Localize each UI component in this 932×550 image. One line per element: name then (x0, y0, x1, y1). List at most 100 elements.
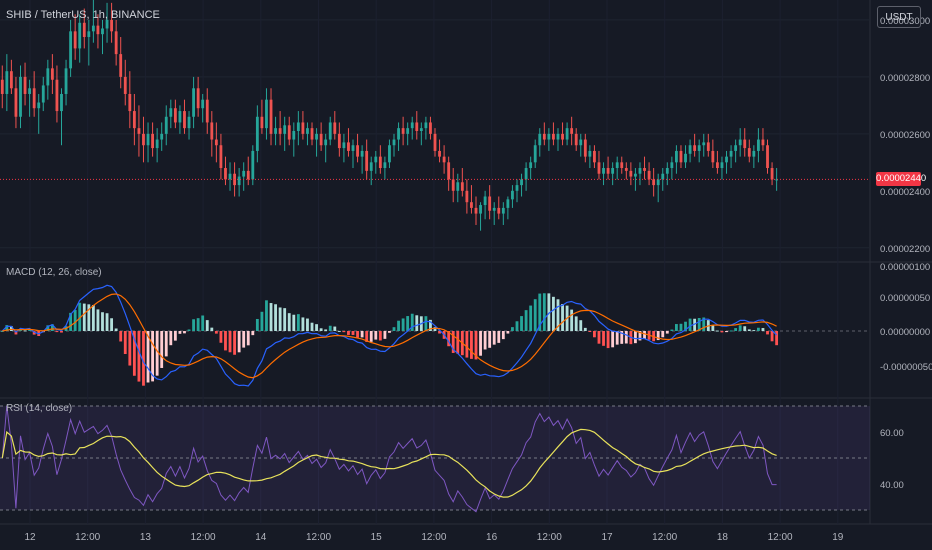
candle-body (670, 162, 674, 169)
candle-body (292, 131, 296, 140)
candle-body (542, 133, 546, 140)
macd-histogram-bar (638, 331, 642, 341)
macd-histogram-bar (747, 329, 751, 331)
candle-body (638, 168, 642, 174)
candle-body (574, 133, 578, 146)
macd-histogram-bar (333, 326, 337, 331)
candle-body (656, 179, 660, 186)
macd-histogram-bar (214, 331, 218, 334)
candle-body (593, 150, 596, 163)
macd-histogram-bar (775, 331, 779, 346)
candle-body (438, 150, 441, 157)
macd-title[interactable]: MACD (12, 26, close) (6, 267, 102, 278)
candle-body (360, 150, 364, 157)
candle-body (23, 76, 27, 94)
macd-histogram-bar (474, 331, 478, 360)
macd-axis-label: -0.00000050 (880, 362, 932, 373)
candle-body (14, 88, 18, 117)
candle-body (128, 93, 132, 112)
macd-histogram-bar (397, 320, 400, 331)
candle-body (492, 207, 496, 211)
candle-body (265, 99, 268, 129)
rsi-title[interactable]: RSI (14, close) (6, 403, 73, 414)
candle-body (419, 128, 423, 131)
candle-body (146, 133, 150, 146)
macd-histogram-bar (515, 321, 519, 331)
price-axis-label: 0.00002200 (880, 244, 930, 255)
macd-histogram-bar (269, 303, 273, 331)
macd-histogram-bar (656, 331, 660, 341)
rsi-ma-line (1, 428, 777, 498)
candle-body (570, 128, 574, 134)
macd-histogram-bar (725, 331, 728, 333)
macd-histogram-bar (251, 331, 255, 336)
macd-histogram-bar (456, 331, 460, 354)
macd-histogram-bar (529, 305, 533, 331)
time-axis-label: 13 (140, 532, 152, 543)
macd-histogram-bar (693, 318, 697, 331)
candle-body (693, 145, 697, 151)
macd-histogram-bar (82, 303, 86, 331)
candle-body (643, 168, 646, 171)
macd-histogram-bar (615, 331, 619, 345)
candle-body (260, 116, 264, 129)
candle-body (210, 122, 214, 140)
macd-histogram-bar (410, 313, 414, 331)
macd-histogram-bar (360, 331, 364, 338)
candles (0, 0, 779, 231)
candle-body (251, 150, 255, 180)
currency-button[interactable]: USDT (877, 6, 921, 28)
macd-histogram-bar (178, 331, 182, 334)
macd-histogram-bar (128, 331, 132, 366)
candle-body (647, 170, 651, 180)
candle-body (515, 185, 519, 191)
candle-body (64, 68, 68, 94)
candle-body (725, 156, 728, 163)
candle-body (73, 31, 77, 49)
candle-body (383, 162, 387, 169)
macd-histogram-bar (542, 293, 546, 331)
candle-body (479, 205, 482, 214)
macd-histogram-bar (570, 309, 574, 331)
candle-body (752, 150, 756, 157)
candle-body (720, 162, 724, 169)
time-axis-label: 12:00 (652, 532, 677, 543)
candle-body (137, 128, 141, 134)
macd-histogram-bar (643, 331, 646, 339)
macd-histogram-bar (164, 331, 168, 357)
macd-histogram-bar (634, 331, 637, 344)
candle-body (501, 207, 505, 214)
candle-body (164, 116, 168, 134)
price-axis-label: 0.00002400 (880, 187, 930, 198)
candle-body (442, 156, 446, 163)
candle-body (5, 71, 9, 94)
macd-histogram-bar (497, 331, 501, 343)
macd-histogram-bar (123, 331, 127, 355)
macd-histogram-bar (574, 316, 578, 331)
macd-histogram-bar (183, 331, 186, 334)
time-axis-label: 12:00 (768, 532, 793, 543)
candle-body (105, 19, 109, 29)
macd-histogram-bar (738, 325, 742, 331)
macd-histogram-bar (137, 331, 141, 382)
candle-body (629, 170, 633, 177)
candle-body (9, 71, 13, 89)
macd-histogram-bar (23, 330, 27, 332)
macd-histogram-bar (447, 331, 451, 347)
candle-body (729, 150, 733, 157)
candle-body (351, 145, 355, 151)
macd-histogram-bar (242, 331, 246, 348)
macd-histogram-bar (383, 331, 387, 339)
macd-histogram-bar (337, 330, 341, 332)
macd-histogram-bar (315, 324, 318, 331)
candle-body (588, 150, 592, 157)
macd-histogram-bar (451, 331, 455, 353)
candle-body (711, 150, 715, 163)
candle-body (196, 88, 200, 109)
candle-body (187, 116, 191, 129)
candle-body (306, 128, 309, 134)
macd-histogram-bar (351, 331, 355, 335)
candle-body (547, 133, 551, 140)
candle-body (96, 25, 100, 35)
